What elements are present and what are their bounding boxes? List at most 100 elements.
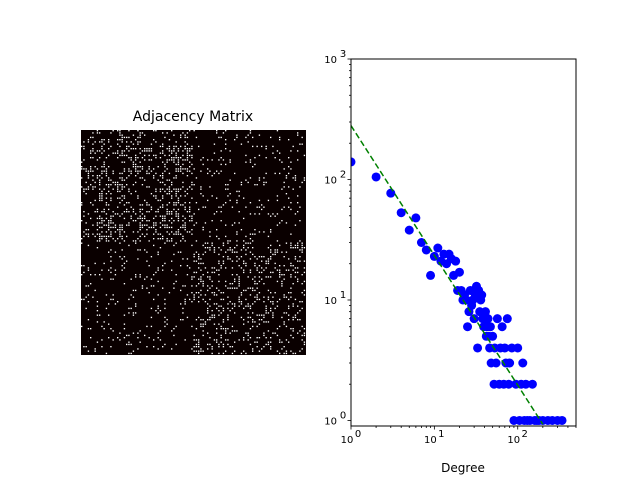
matrix-cell xyxy=(175,188,177,190)
matrix-cell xyxy=(85,170,87,172)
matrix-cell xyxy=(135,166,137,168)
matrix-cell xyxy=(87,213,90,215)
matrix-cell xyxy=(274,215,276,217)
matrix-cell xyxy=(144,217,146,220)
matrix-cell xyxy=(211,348,213,350)
matrix-cell xyxy=(276,350,279,352)
matrix-cell xyxy=(173,150,175,152)
matrix-cell xyxy=(137,217,139,220)
matrix-cell xyxy=(117,139,119,141)
matrix-cell xyxy=(245,298,247,301)
matrix-cell xyxy=(159,222,162,224)
matrix-cell xyxy=(258,314,261,316)
matrix-cell xyxy=(227,242,229,244)
matrix-cell xyxy=(193,294,195,296)
matrix-cell xyxy=(150,159,153,161)
matrix-cell xyxy=(202,195,204,197)
matrix-cell xyxy=(288,258,290,260)
matrix-cell xyxy=(101,166,103,168)
matrix-cell xyxy=(231,224,234,226)
matrix-cell xyxy=(200,294,202,296)
matrix-cell xyxy=(110,328,112,330)
matrix-cell xyxy=(252,136,254,139)
matrix-cell xyxy=(112,215,114,217)
matrix-cell xyxy=(81,161,83,163)
matrix-cell xyxy=(171,159,173,161)
matrix-cell xyxy=(168,213,171,215)
matrix-cell xyxy=(202,226,204,229)
matrix-cell xyxy=(285,251,288,253)
matrix-cell xyxy=(137,170,139,172)
matrix-cell xyxy=(211,242,213,244)
matrix-cell xyxy=(200,350,202,352)
matrix-cell xyxy=(191,145,193,148)
matrix-cell xyxy=(182,181,184,184)
matrix-cell xyxy=(256,184,258,186)
matrix-cell xyxy=(220,298,222,301)
matrix-cell xyxy=(173,328,175,330)
matrix-cell xyxy=(110,256,112,258)
matrix-cell xyxy=(238,211,240,213)
matrix-cell xyxy=(202,157,204,159)
matrix-cell xyxy=(96,168,99,170)
matrix-cell xyxy=(162,265,164,267)
matrix-cell xyxy=(103,211,105,213)
matrix-cell xyxy=(220,163,222,166)
matrix-cell xyxy=(139,249,141,251)
matrix-cell xyxy=(229,240,231,242)
matrix-cell xyxy=(243,289,245,292)
matrix-cell xyxy=(175,231,177,233)
matrix-cell xyxy=(146,276,148,278)
matrix-cell xyxy=(90,136,92,139)
matrix-cell xyxy=(99,197,101,199)
matrix-cell xyxy=(292,145,294,148)
matrix-cell xyxy=(162,215,164,217)
matrix-cell xyxy=(139,240,141,242)
matrix-cell xyxy=(96,233,99,235)
matrix-cell xyxy=(173,177,175,179)
matrix-cell xyxy=(279,139,281,141)
matrix-cell xyxy=(121,150,123,152)
matrix-cell xyxy=(92,233,94,235)
matrix-cell xyxy=(173,157,175,159)
matrix-cell xyxy=(130,343,132,346)
matrix-cell xyxy=(117,150,119,152)
matrix-cell xyxy=(117,181,119,184)
matrix-cell xyxy=(112,181,114,184)
matrix-cell xyxy=(186,274,189,276)
matrix-cell xyxy=(245,179,247,181)
matrix-cell xyxy=(283,206,285,208)
matrix-cell xyxy=(267,276,270,278)
matrix-cell xyxy=(272,253,274,256)
matrix-cell xyxy=(211,316,213,319)
matrix-cell xyxy=(81,274,83,276)
matrix-cell xyxy=(303,332,306,334)
matrix-cell xyxy=(236,330,238,332)
matrix-cell xyxy=(236,231,238,233)
matrix-cell xyxy=(213,292,216,294)
matrix-cell xyxy=(222,260,225,262)
matrix-cell xyxy=(220,292,222,294)
matrix-cell xyxy=(112,238,114,240)
matrix-cell xyxy=(285,222,288,224)
matrix-cell xyxy=(99,181,101,184)
matrix-cell xyxy=(164,321,166,323)
matrix-cell xyxy=(209,319,211,321)
matrix-cell xyxy=(227,339,229,341)
data-point xyxy=(454,267,464,277)
matrix-cell xyxy=(195,346,198,348)
matrix-cell xyxy=(207,312,209,314)
matrix-cell xyxy=(195,260,198,262)
matrix-cell xyxy=(297,260,299,262)
matrix-cell xyxy=(207,307,209,310)
matrix-cell xyxy=(87,285,90,287)
matrix-cell xyxy=(171,260,173,262)
matrix-cell xyxy=(157,280,159,283)
matrix-cell xyxy=(141,157,144,159)
matrix-cell xyxy=(247,181,249,184)
matrix-cell xyxy=(132,220,135,222)
matrix-cell xyxy=(193,224,195,226)
matrix-cell xyxy=(252,325,254,328)
matrix-cell xyxy=(202,319,204,321)
